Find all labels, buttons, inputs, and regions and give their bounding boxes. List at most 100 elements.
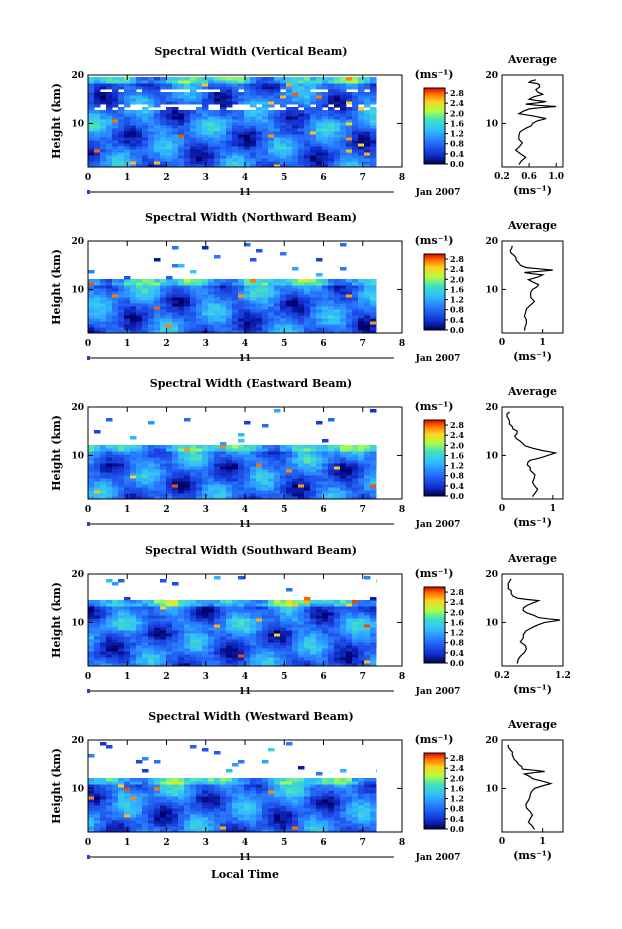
heatmap-cell <box>340 285 347 289</box>
heatmap-cell <box>124 612 131 616</box>
heatmap-cell <box>160 654 167 658</box>
heatmap-cell <box>112 475 119 479</box>
heatmap-cell <box>154 648 161 652</box>
heatmap-cell <box>136 484 143 488</box>
heatmap-cell <box>130 621 137 625</box>
heatmap-cell <box>292 134 299 138</box>
heatmap-cell <box>244 155 251 159</box>
heatmap-cell <box>298 484 305 488</box>
heatmap-cell <box>280 92 287 96</box>
heatmap-cell <box>328 321 335 325</box>
heatmap-cell <box>286 820 293 824</box>
heatmap-cell <box>244 481 251 485</box>
heatmap-cell <box>196 642 203 646</box>
heatmap-cell <box>196 80 203 84</box>
heatmap-cell <box>118 606 125 610</box>
heatmap-cell <box>88 125 95 129</box>
heatmap-cell <box>370 448 377 452</box>
heatmap-cell <box>340 808 347 812</box>
heatmap-cell <box>292 161 299 165</box>
heatmap-cell <box>274 639 281 643</box>
heatmap-cell <box>136 826 143 830</box>
heatmap-cell <box>100 624 107 628</box>
heatmap-cell <box>358 469 365 473</box>
heatmap-cell <box>148 294 155 298</box>
heatmap-cell <box>100 609 107 613</box>
heatmap-cell <box>274 291 281 295</box>
heatmap-cell <box>286 588 293 592</box>
heatmap-cell <box>88 158 95 162</box>
heatmap-cell <box>160 618 167 622</box>
heatmap-cell <box>346 119 353 123</box>
heatmap-cell <box>136 817 143 821</box>
heatmap-cell <box>256 624 263 628</box>
heatmap-cell <box>196 315 203 319</box>
heatmap-cell <box>358 282 365 286</box>
heatmap-cell <box>100 312 107 316</box>
heatmap-cell <box>196 137 203 141</box>
heatmap-cell <box>160 808 167 812</box>
heatmap-cell <box>220 651 227 655</box>
heatmap-cell <box>112 80 119 84</box>
heatmap-cell <box>316 125 323 129</box>
heatmap-cell <box>358 95 365 99</box>
heatmap-cell <box>298 811 305 815</box>
heatmap-cell <box>238 164 245 168</box>
heatmap-cell <box>124 324 131 328</box>
heatmap-cell <box>202 318 209 322</box>
heatmap-cell <box>214 651 221 655</box>
heatmap-cell <box>172 472 179 476</box>
heatmap-cell <box>136 309 143 313</box>
heatmap-cell <box>244 318 251 322</box>
heatmap-cell <box>304 297 311 301</box>
heatmap-cell <box>322 445 329 449</box>
heatmap-cell <box>172 478 179 482</box>
heatmap-cell <box>364 460 371 464</box>
heatmap-cell <box>358 811 365 815</box>
heatmap-cell <box>286 651 293 655</box>
heatmap-cell <box>142 820 149 824</box>
heatmap-cell <box>94 475 101 479</box>
heatmap-cell <box>124 312 131 316</box>
heatmap-cell <box>328 125 335 129</box>
heatmap-cell <box>352 445 359 449</box>
heatmap-cell <box>112 624 119 628</box>
heatmap-cell <box>88 119 95 123</box>
heatmap-cell <box>262 808 269 812</box>
heatmap-cell <box>268 660 275 664</box>
heatmap-cell <box>232 493 239 497</box>
heatmap-cell <box>298 140 305 144</box>
heatmap-cell <box>340 158 347 162</box>
heatmap-cell <box>190 603 197 607</box>
heatmap-cell <box>118 140 125 144</box>
heatmap-cell <box>310 95 317 99</box>
heatmap-cell <box>136 651 143 655</box>
heatmap-cell <box>364 327 371 331</box>
heatmap-cell <box>172 122 179 126</box>
heatmap-cell <box>292 158 299 162</box>
heatmap-cell <box>208 155 215 159</box>
heatmap-cell <box>370 808 377 812</box>
heatmap-cell <box>178 618 185 622</box>
heatmap-cell <box>310 92 317 96</box>
heatmap-cell <box>370 279 377 283</box>
heatmap-cell <box>106 158 113 162</box>
heatmap-cell <box>130 817 137 821</box>
heatmap-cell <box>352 826 359 830</box>
heatmap-cell <box>124 137 131 141</box>
heatmap-cell <box>100 469 107 473</box>
heatmap-cell <box>256 645 263 649</box>
heatmap-cell <box>262 612 269 616</box>
heatmap-cell <box>280 600 287 604</box>
heatmap-cell <box>280 155 287 159</box>
heatmap-cell <box>238 80 245 84</box>
heatmap-cell <box>232 312 239 316</box>
heatmap-cell <box>280 472 287 476</box>
heatmap-cell <box>328 140 335 144</box>
heatmap-cell <box>202 279 209 283</box>
heatmap-cell <box>346 140 353 144</box>
heatmap-cell <box>358 164 365 168</box>
heatmap-cell <box>172 152 179 156</box>
heatmap-cell <box>94 621 101 625</box>
heatmap-cell <box>124 297 131 301</box>
